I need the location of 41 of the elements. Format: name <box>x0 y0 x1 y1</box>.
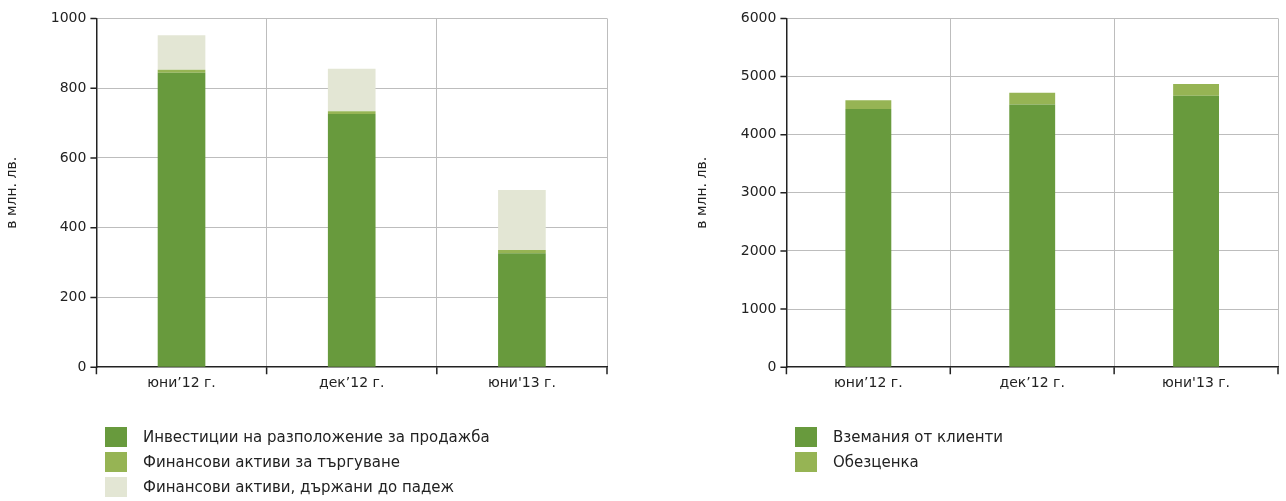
x-tick-label: дек’12 г. <box>319 374 385 391</box>
bar <box>1173 95 1220 367</box>
y-tick-label: 400 <box>59 218 87 235</box>
y-axis-title: в млн. лв. <box>3 156 20 229</box>
y-tick-label: 1000 <box>740 299 777 316</box>
bar <box>498 250 546 254</box>
bar <box>845 109 892 367</box>
bar <box>157 35 206 70</box>
bar <box>498 190 546 250</box>
y-tick-label: 200 <box>59 288 87 305</box>
y-tick-label: 3000 <box>740 183 777 200</box>
legend-label: Обезценка <box>833 452 919 471</box>
bar <box>327 68 376 112</box>
y-tick-label: 0 <box>767 357 777 374</box>
legend-label: Инвестиции на разположение за продажба <box>143 427 490 446</box>
y-tick-label: 6000 <box>740 9 777 26</box>
y-tick-label: 2000 <box>740 241 777 258</box>
x-tick-label: юни’12 г. <box>147 374 216 391</box>
bar <box>157 69 206 73</box>
y-tick-label: 0 <box>77 357 87 374</box>
bar <box>327 111 376 114</box>
bar <box>1009 92 1056 105</box>
bar <box>327 113 376 367</box>
legend-label: Финансови активи за търгуване <box>143 452 400 471</box>
bar <box>1173 84 1220 96</box>
y-tick-label: 800 <box>59 78 87 95</box>
bar <box>498 253 546 367</box>
y-tick-label: 1000 <box>50 9 87 26</box>
x-tick-label: дек’12 г. <box>999 374 1065 391</box>
bar <box>845 100 892 110</box>
y-tick-label: 5000 <box>740 67 777 84</box>
bar <box>1009 104 1056 367</box>
legend-label: Финансови активи, държани до падеж <box>143 477 455 496</box>
y-tick-label: 600 <box>59 148 87 165</box>
x-tick-label: юни’12 г. <box>834 374 903 391</box>
y-tick-label: 4000 <box>740 125 777 142</box>
legend-label: Вземания от клиенти <box>833 427 1003 446</box>
bar <box>157 72 206 367</box>
y-axis-title: в млн. лв. <box>693 156 710 229</box>
x-tick-label: юни'13 г. <box>1162 374 1231 391</box>
x-tick-label: юни'13 г. <box>487 374 556 391</box>
